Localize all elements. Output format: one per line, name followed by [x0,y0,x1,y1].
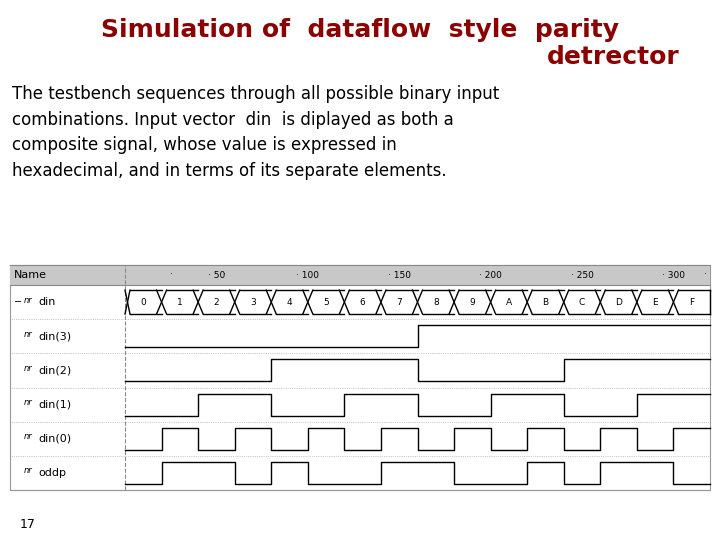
Text: nr: nr [24,398,32,407]
Text: din: din [38,297,55,307]
Text: nr: nr [24,364,32,373]
Text: Name: Name [14,270,47,280]
Text: 1: 1 [177,298,183,307]
Text: 3: 3 [250,298,256,307]
Bar [10,265,710,490]
Text: nr: nr [24,295,32,305]
Text: D: D [615,298,622,307]
Text: C: C [579,298,585,307]
Text: din(1): din(1) [38,400,71,409]
Text: 7: 7 [396,298,402,307]
Text: ·: · [223,271,226,280]
Text: 17: 17 [20,518,36,531]
Text: 0: 0 [140,298,146,307]
Text: detrector: detrector [547,45,680,69]
Text: din(3): din(3) [38,331,71,341]
Text: ·: · [703,271,706,280]
Text: 2: 2 [214,298,219,307]
Text: 8: 8 [433,298,438,307]
Text: nr: nr [24,330,32,339]
Text: 4: 4 [287,298,292,307]
Text: · 150: · 150 [387,271,410,280]
Text: · 100: · 100 [297,271,319,280]
Text: · 250: · 250 [570,271,593,280]
Text: 9: 9 [469,298,475,307]
Text: 5: 5 [323,298,329,307]
Text: · 50: · 50 [208,271,225,280]
Text: F: F [689,298,694,307]
Text: ·: · [171,271,174,280]
Text: nr: nr [24,432,32,441]
Text: · 300: · 300 [662,271,685,280]
Text: E: E [652,298,658,307]
Bar [10,265,710,285]
Text: oddp: oddp [38,468,66,478]
Text: The testbench sequences through all possible binary input
combinations. Input ve: The testbench sequences through all poss… [12,85,499,180]
Text: Simulation of  dataflow  style  parity: Simulation of dataflow style parity [101,18,619,42]
Text: din(2): din(2) [38,366,71,375]
Text: −: − [14,297,22,307]
Text: 6: 6 [360,298,366,307]
Text: nr: nr [24,467,32,475]
Text: · 200: · 200 [480,271,502,280]
Text: din(0): din(0) [38,434,71,444]
Text: A: A [506,298,512,307]
Text: B: B [542,298,549,307]
